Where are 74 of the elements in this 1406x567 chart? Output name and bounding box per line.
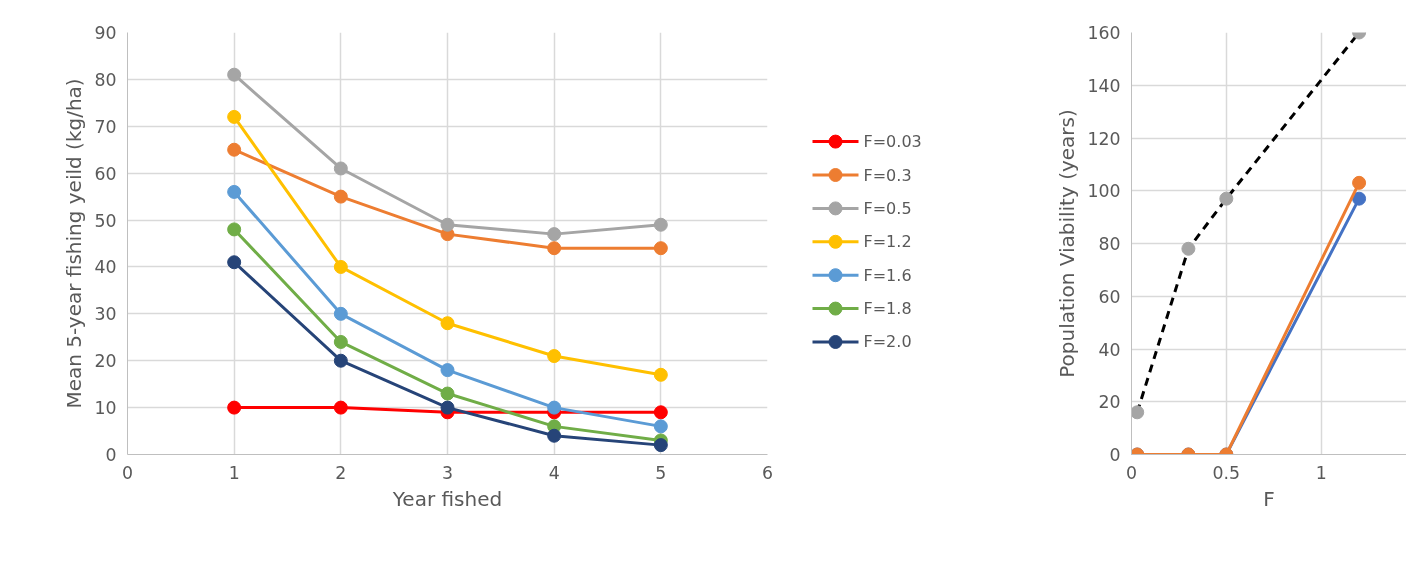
point <box>333 161 348 176</box>
x-tick-label: 6 <box>761 462 774 483</box>
point <box>333 400 348 415</box>
point <box>547 428 562 443</box>
x-tick-label: 1 <box>1315 462 1327 483</box>
y-tick-label: 160 <box>1087 23 1121 43</box>
point <box>227 109 242 124</box>
point <box>547 400 562 415</box>
x-axis-title: F <box>1263 486 1275 511</box>
x-tick-label: 0 <box>121 462 134 483</box>
x-tick-label: 0.5 <box>1212 462 1241 483</box>
point <box>333 259 348 274</box>
point <box>653 241 668 256</box>
x-axis-title: Year fished <box>391 486 503 511</box>
point <box>333 334 348 349</box>
point <box>653 419 668 434</box>
y-tick-label: 0 <box>105 445 117 465</box>
y-tick-label: 40 <box>94 257 117 278</box>
y-tick-label: 40 <box>1098 339 1121 360</box>
legend-label: F=0.5 <box>863 198 912 218</box>
y-axis-title: Population Viability (years) <box>1055 109 1080 378</box>
legend-label: F=1.2 <box>863 232 912 252</box>
point <box>333 189 348 204</box>
point <box>227 222 242 237</box>
point <box>333 353 348 368</box>
point <box>1219 191 1234 206</box>
point <box>1352 175 1367 190</box>
legend-label: F=0.03 <box>863 132 922 152</box>
point <box>440 363 455 378</box>
point <box>653 438 668 453</box>
point <box>547 241 562 256</box>
point <box>547 227 562 242</box>
x-tick-label: 3 <box>441 462 454 483</box>
point <box>653 367 668 382</box>
point <box>440 400 455 415</box>
y-tick-label: 140 <box>1087 75 1121 96</box>
y-tick-label: 70 <box>94 116 117 137</box>
point <box>227 142 242 157</box>
point <box>653 405 668 420</box>
point <box>440 316 455 331</box>
y-axis-title: Mean 5-year fishing yeild (kg/ha) <box>62 78 87 409</box>
legend-label: F=1.6 <box>863 265 912 285</box>
legend-label: F=0.3 <box>863 165 912 185</box>
y-tick-label: 60 <box>94 163 117 184</box>
x-tick-label: 4 <box>548 462 560 483</box>
y-tick-label: 0 <box>1109 445 1121 465</box>
x-tick-label: 0 <box>1125 462 1138 483</box>
point <box>547 349 562 364</box>
y-tick-label: 80 <box>1098 234 1121 254</box>
point <box>440 217 455 232</box>
point <box>333 306 348 321</box>
point <box>1352 191 1367 206</box>
y-tick-label: 90 <box>94 23 117 43</box>
point <box>653 217 668 232</box>
point <box>227 67 242 82</box>
x-tick-label: 5 <box>655 462 667 483</box>
point <box>227 184 242 199</box>
y-tick-label: 20 <box>94 351 117 372</box>
x-tick-label: 1 <box>228 462 240 483</box>
point <box>227 400 242 415</box>
y-tick-label: 30 <box>94 304 117 325</box>
y-tick-label: 80 <box>94 69 117 90</box>
point <box>1181 241 1196 256</box>
y-tick-label: 20 <box>1098 392 1121 413</box>
y-tick-label: 100 <box>1087 181 1121 202</box>
legend-label: F=2.0 <box>863 332 912 352</box>
legend-label: F=1.8 <box>863 299 912 319</box>
point <box>227 255 242 270</box>
y-tick-label: 10 <box>94 398 117 419</box>
point <box>440 386 455 401</box>
y-tick-label: 50 <box>94 210 117 231</box>
y-tick-label: 60 <box>1098 286 1121 307</box>
y-tick-label: 120 <box>1087 128 1121 149</box>
x-tick-label: 2 <box>335 462 347 483</box>
